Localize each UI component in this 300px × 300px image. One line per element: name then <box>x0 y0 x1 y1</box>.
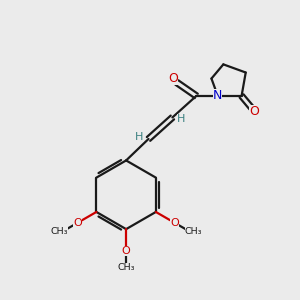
Text: O: O <box>73 218 82 228</box>
Text: H: H <box>135 133 144 142</box>
Text: O: O <box>168 72 178 86</box>
Text: CH₃: CH₃ <box>117 263 135 272</box>
Text: H: H <box>177 114 185 124</box>
Text: O: O <box>249 104 259 118</box>
Text: CH₃: CH₃ <box>184 227 202 236</box>
Text: CH₃: CH₃ <box>50 227 68 236</box>
Text: N: N <box>213 89 223 103</box>
Text: O: O <box>122 246 130 256</box>
Text: O: O <box>170 218 179 228</box>
